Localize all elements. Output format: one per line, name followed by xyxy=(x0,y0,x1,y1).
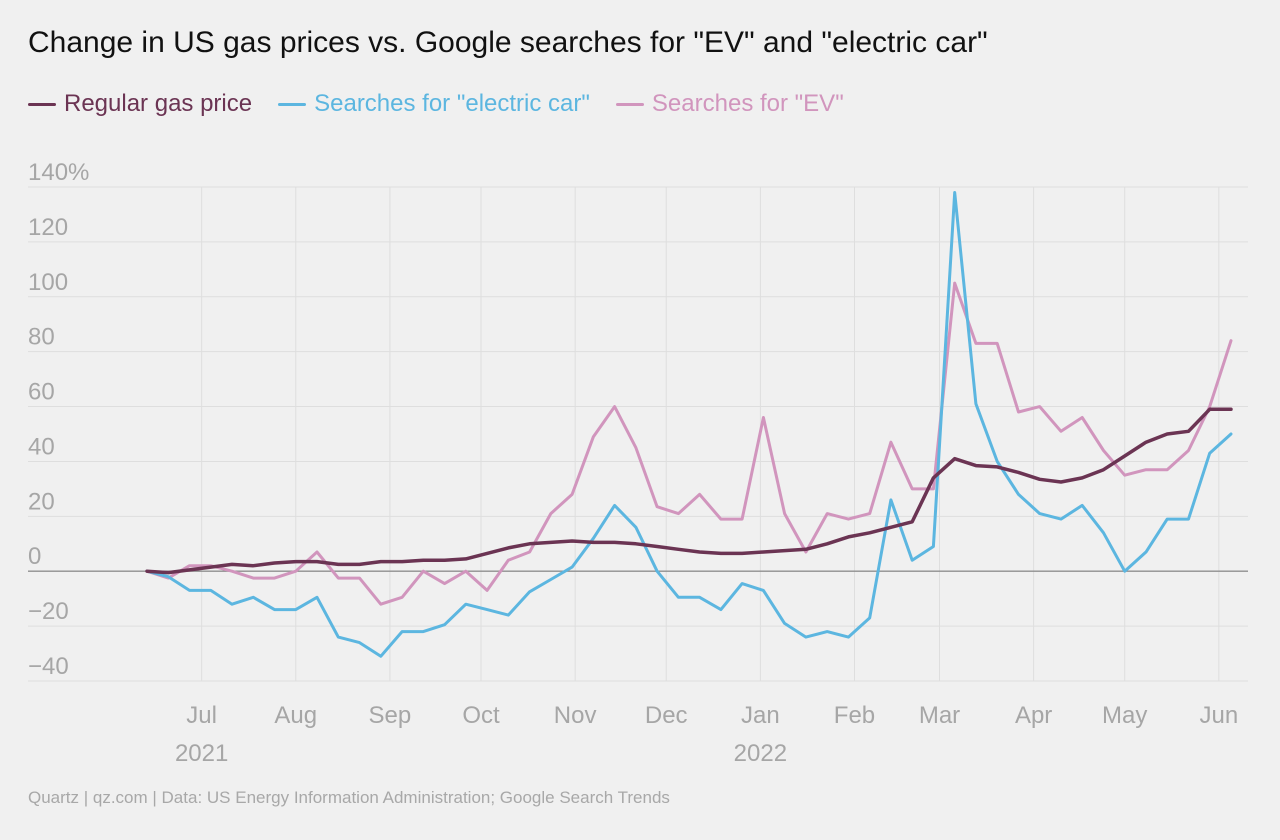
x-tick-label: Apr xyxy=(1015,702,1052,729)
y-tick-label: 80 xyxy=(28,324,55,351)
y-tick-label: 120 xyxy=(28,214,68,241)
y-tick-label: −40 xyxy=(28,653,69,680)
legend: Regular gas price Searches for "electric… xyxy=(28,90,844,118)
y-tick-label: 140% xyxy=(28,159,89,186)
x-tick-label: Jul xyxy=(186,702,217,729)
x-tick-label: Oct xyxy=(462,702,500,729)
legend-label-gas-price: Regular gas price xyxy=(64,90,253,117)
source-footer: Quartz | qz.com | Data: US Energy Inform… xyxy=(28,788,670,807)
y-tick-label: 0 xyxy=(28,543,41,570)
x-tick-label: Jan xyxy=(741,702,780,729)
y-tick-label: 60 xyxy=(28,379,55,406)
x-tick-label: Jun xyxy=(1200,702,1239,729)
y-tick-label: 40 xyxy=(28,433,55,460)
legend-swatch-gas-price xyxy=(28,102,56,106)
x-tick-label: Feb xyxy=(834,702,875,729)
chart-title: Change in US gas prices vs. Google searc… xyxy=(28,26,988,59)
legend-label-electric-car: Searches for "electric car" xyxy=(314,90,590,117)
x-tick-label: Mar xyxy=(919,702,960,729)
ev-line xyxy=(145,281,1233,606)
legend-item-electric-car: Searches for "electric car" xyxy=(278,90,590,118)
electric-car-line xyxy=(145,191,1233,658)
x-tick-label: Aug xyxy=(274,702,317,729)
x-tick-label: Dec xyxy=(645,702,688,729)
legend-label-ev: Searches for "EV" xyxy=(651,90,844,117)
legend-item-ev: Searches for "EV" xyxy=(615,90,844,118)
legend-swatch-ev xyxy=(615,102,644,106)
y-tick-label: 20 xyxy=(28,488,55,515)
legend-item-gas-price: Regular gas price xyxy=(28,90,252,118)
y-tick-label: −20 xyxy=(28,598,69,625)
x-tick-label: Nov xyxy=(554,702,597,729)
x-year-label: 2022 xyxy=(734,740,787,767)
x-tick-label: May xyxy=(1102,702,1147,729)
y-tick-label: 100 xyxy=(28,269,68,296)
x-tick-label: Sep xyxy=(369,702,412,729)
legend-swatch-electric-car xyxy=(278,102,307,106)
x-year-label: 2021 xyxy=(175,740,228,767)
gas-price-line xyxy=(145,407,1233,575)
